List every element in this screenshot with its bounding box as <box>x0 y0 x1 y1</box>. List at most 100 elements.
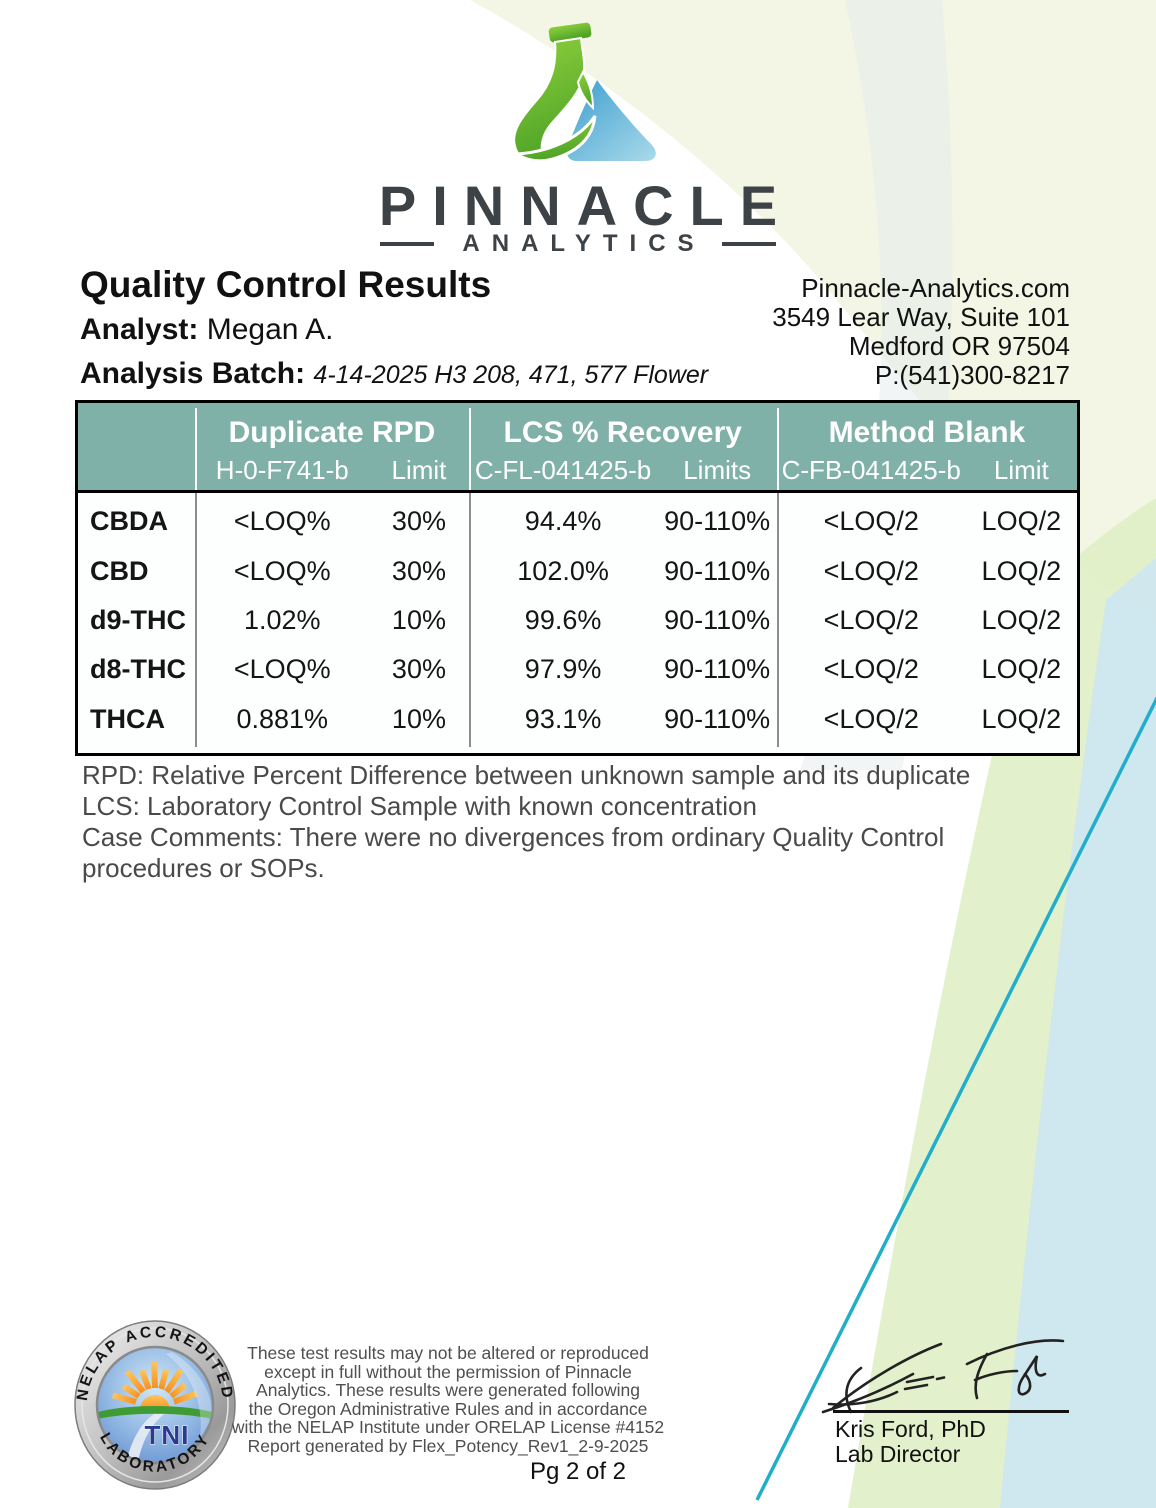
flask-logo-icon <box>512 22 656 165</box>
blank-limit-value: LOQ/2 <box>981 654 1062 685</box>
signatory-role: Lab Director <box>835 1441 961 1467</box>
lab-website: Pinnacle-Analytics.com <box>801 273 1070 303</box>
header-divider <box>776 408 779 490</box>
lab-address-line2: Medford OR 97504 <box>848 331 1070 361</box>
disclaimer-block: These test results may not be altered or… <box>222 1344 674 1456</box>
report-header: Quality Control Results Analyst: Megan A… <box>80 262 708 397</box>
cyan-accent-line <box>755 696 1156 1501</box>
brand-subtitle: ANALYTICS <box>462 230 706 257</box>
lab-phone: P:(541)300-8217 <box>874 360 1070 390</box>
blank-limit-value: LOQ/2 <box>981 703 1062 734</box>
left-dash <box>380 242 435 246</box>
qc-notes: RPD: Relative Percent Difference between… <box>82 760 1032 884</box>
subcol-blank-sample-id: C-FB-041425-b <box>781 454 961 485</box>
header-divider <box>195 408 198 490</box>
right-dash <box>721 242 776 246</box>
nelap-accreditation-seal: TNI NELAP ACCREDITED LABORATORY <box>74 1320 236 1490</box>
table-row-d9-thc: d9-THC 1.02% 10% 99.6% 90-110% <LOQ/2 LO… <box>78 596 1077 645</box>
table-row-cbd: CBD <LOQ% 30% 102.0% 90-110% <LOQ/2 LOQ/… <box>78 546 1077 595</box>
qc-results-table: Duplicate RPD LCS % Recovery Method Blan… <box>75 400 1080 756</box>
col-group-duplicate-rpd: Duplicate RPD <box>228 416 436 449</box>
signatory-block: Kris Ford, PhD Lab Director <box>835 1417 986 1467</box>
subcol-lcs-sample-id: C-FL-041425-b <box>474 454 652 485</box>
lcs-limits-value: 90-110% <box>664 555 771 586</box>
seal-tni-text: TNI <box>145 1420 190 1450</box>
page-title: Quality Control Results <box>80 264 492 305</box>
analyst-line: Analyst: Megan A. <box>80 308 708 352</box>
disclaimer-line: with the NELAP Institute under ORELAP Li… <box>231 1417 665 1438</box>
disclaimer-line: the Oregon Administrative Rules and in a… <box>248 1398 648 1419</box>
batch-line: Analysis Batch: 4-14-2025 H3 208, 471, 5… <box>80 352 708 397</box>
analyte-name: d8-THC <box>90 654 186 685</box>
blank-limit-value: LOQ/2 <box>981 506 1062 537</box>
analyst-value: Megan A. <box>206 313 334 346</box>
lcs-limits-value: 90-110% <box>664 506 771 537</box>
lcs-recovery-value: 102.0% <box>517 555 609 586</box>
lab-address-line1: 3549 Lear Way, Suite 101 <box>772 302 1070 332</box>
batch-value: 4-14-2025 H3 208, 471, 577 Flower <box>313 361 709 389</box>
blank-value: <LOQ/2 <box>823 703 919 734</box>
signature-line <box>833 1410 1069 1413</box>
body-divider <box>468 493 471 747</box>
lcs-limits-value: 90-110% <box>664 654 771 685</box>
note-case-comments: Case Comments: There were no divergences… <box>82 822 945 883</box>
brand-subtitle-row: ANALYTICS <box>0 232 1156 256</box>
dup-rpd-value: 0.881% <box>236 703 329 734</box>
blank-value: <LOQ/2 <box>823 555 919 586</box>
signature-handwriting <box>821 1339 1065 1414</box>
lcs-recovery-value: 97.9% <box>524 654 602 685</box>
note-rpd: RPD: Relative Percent Difference between… <box>82 760 971 790</box>
analyte-name: CBD <box>90 555 149 586</box>
analyte-name: d9-THC <box>90 604 186 635</box>
note-lcs: LCS: Laboratory Control Sample with know… <box>82 791 757 821</box>
disclaimer-line: Report generated by Flex_Potency_Rev1_2-… <box>247 1435 649 1456</box>
dup-rpd-value: 1.02% <box>243 604 321 635</box>
batch-label: Analysis Batch: <box>80 357 306 390</box>
dup-limit-value: 30% <box>391 506 446 537</box>
sun-rays <box>111 1362 198 1405</box>
lcs-recovery-value: 93.1% <box>524 703 602 734</box>
blank-value: <LOQ/2 <box>823 654 919 685</box>
body-divider <box>195 493 198 747</box>
dup-limit-value: 10% <box>391 703 446 734</box>
table-row-d8-thc: d8-THC <LOQ% 30% 97.9% 90-110% <LOQ/2 LO… <box>78 645 1077 694</box>
analyte-name: THCA <box>90 703 165 734</box>
road-swoosh <box>126 1414 164 1462</box>
lab-contact-block: Pinnacle-Analytics.com 3549 Lear Way, Su… <box>772 274 1070 390</box>
lcs-limits-value: 90-110% <box>664 703 771 734</box>
qc-table-body: CBDA <LOQ% 30% 94.4% 90-110% <LOQ/2 LOQ/… <box>78 493 1077 752</box>
dup-rpd-value: <LOQ% <box>233 506 331 537</box>
disclaimer-line: except in full without the permission of… <box>264 1361 632 1382</box>
subcol-dup-sample-id: H-0-F741-b <box>215 454 349 485</box>
blank-value: <LOQ/2 <box>823 604 919 635</box>
disclaimer-line: These test results may not be altered or… <box>247 1343 649 1363</box>
brand-wordmark: PINNACLE <box>378 174 794 237</box>
lcs-recovery-value: 94.4% <box>524 506 602 537</box>
dup-limit-value: 30% <box>391 555 446 586</box>
horizon-grass <box>98 1406 212 1419</box>
body-divider <box>776 493 779 747</box>
subcol-blank-limit: Limit <box>993 454 1049 485</box>
table-row-cbda: CBDA <LOQ% 30% 94.4% 90-110% <LOQ/2 LOQ/… <box>78 497 1077 546</box>
subcol-lcs-limits: Limits <box>683 454 752 485</box>
analyst-label: Analyst: <box>80 313 199 346</box>
lcs-recovery-value: 99.6% <box>524 604 602 635</box>
blank-limit-value: LOQ/2 <box>981 555 1062 586</box>
header-divider <box>468 408 471 490</box>
page-number: Pg 2 of 2 <box>529 1458 627 1485</box>
dup-limit-value: 30% <box>391 654 446 685</box>
col-group-method-blank: Method Blank <box>828 416 1026 449</box>
lcs-limits-value: 90-110% <box>664 604 771 635</box>
dup-rpd-value: <LOQ% <box>233 555 331 586</box>
table-row-thca: THCA 0.881% 10% 93.1% 90-110% <LOQ/2 LOQ… <box>78 695 1077 744</box>
qc-table-header: Duplicate RPD LCS % Recovery Method Blan… <box>78 403 1077 493</box>
subcol-dup-limit: Limit <box>391 454 447 485</box>
analyte-name: CBDA <box>90 506 168 537</box>
disclaimer-line: Analytics. These results were generated … <box>256 1380 640 1401</box>
dup-limit-value: 10% <box>391 604 446 635</box>
dup-rpd-value: <LOQ% <box>233 654 331 685</box>
blank-limit-value: LOQ/2 <box>981 604 1062 635</box>
signatory-name: Kris Ford, PhD <box>835 1416 986 1442</box>
col-group-lcs-recovery: LCS % Recovery <box>503 416 742 449</box>
